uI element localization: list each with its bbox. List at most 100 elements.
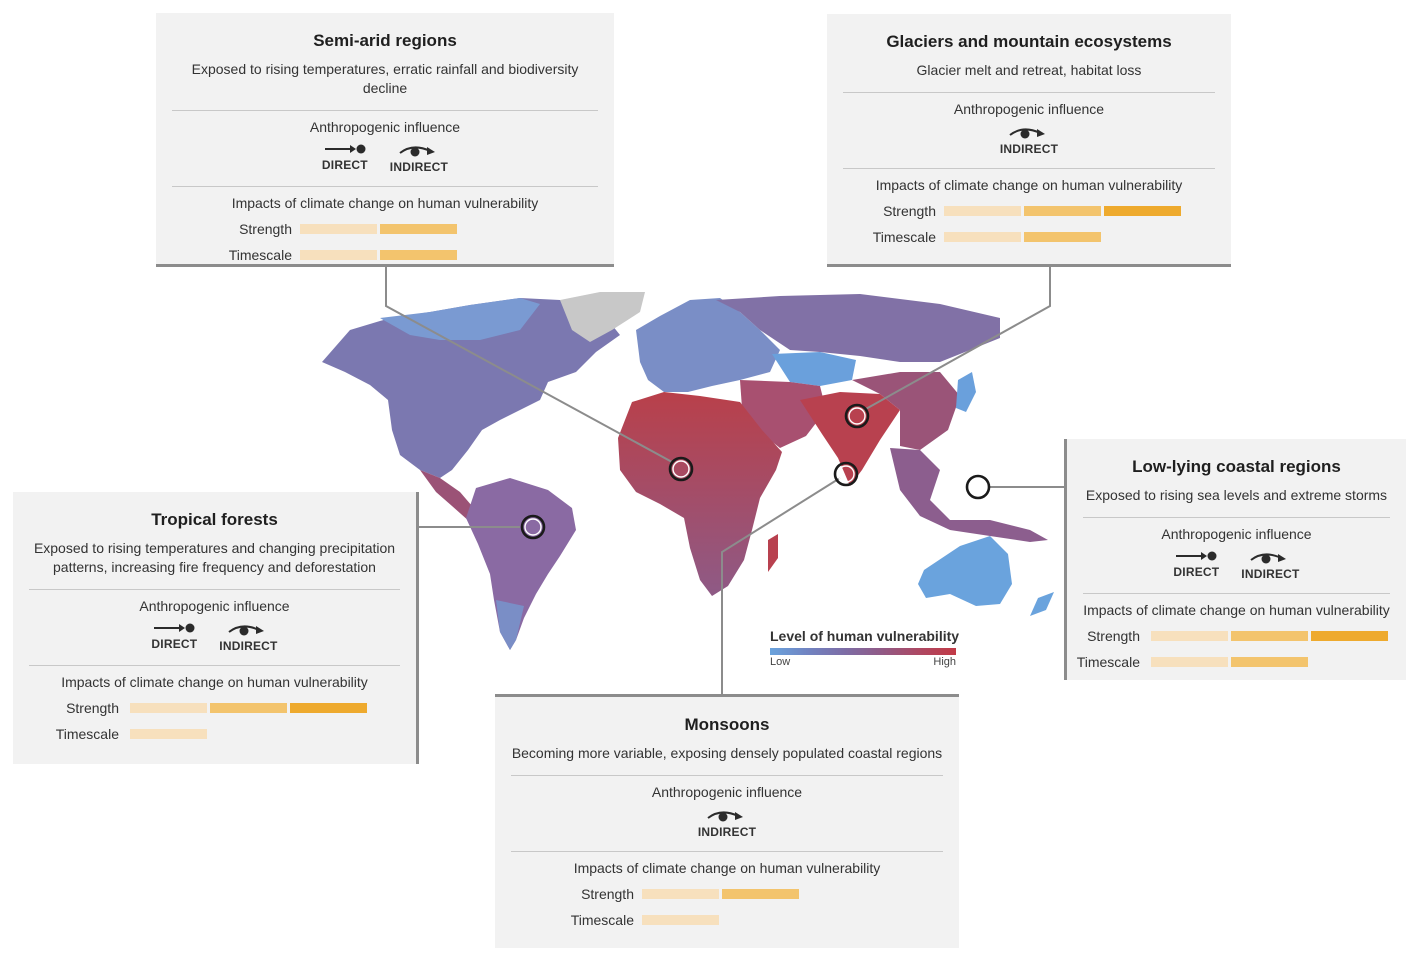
southeast-asia	[890, 448, 1048, 542]
influence-icons: DIRECT INDIRECT	[1067, 550, 1406, 581]
timescale-row-bars	[300, 250, 457, 260]
panel-subtitle: Glacier melt and retreat, habitat loss	[916, 62, 1142, 78]
vulnerability-legend: Level of human vulnerability Low High	[770, 628, 960, 668]
timescale-row-label: Timescale	[570, 912, 634, 928]
timescale-bar-2	[380, 250, 457, 260]
timescale-row-bars	[1151, 657, 1308, 667]
legend-color-scale	[770, 648, 956, 655]
madagascar	[768, 534, 778, 572]
anthropogenic-heading: Anthropogenic influence	[139, 598, 290, 614]
timescale-row-label: Timescale	[55, 726, 119, 742]
timescale-row-bars	[130, 729, 207, 739]
direct-arrow-icon	[1176, 551, 1217, 561]
impacts-heading: Impacts of climate change on human vulne…	[875, 177, 1183, 193]
legend-high-label: High	[933, 656, 956, 668]
timescale-row-label: Timescale	[228, 247, 292, 263]
strength-bar-2	[210, 703, 287, 713]
strength-bar-2	[722, 889, 799, 899]
impact-metrics: Strength Timescale	[156, 221, 614, 263]
panel-subtitle: Exposed to rising temperatures, erratic …	[191, 61, 579, 96]
africa	[618, 392, 782, 596]
strength-bar-1	[130, 703, 207, 713]
strength-bar-2	[1024, 206, 1101, 216]
panel-coastal: Low-lying coastal regions Exposed to ris…	[1064, 439, 1406, 680]
strength-row: Strength	[156, 221, 614, 237]
timescale-bar-1	[1151, 657, 1228, 667]
indirect-influence: INDIRECT	[1241, 550, 1299, 581]
indirect-arrow-icon	[1009, 128, 1045, 139]
timescale-bar-1	[944, 232, 1021, 242]
indirect-influence: INDIRECT	[390, 143, 448, 174]
strength-bar-1	[300, 224, 377, 234]
timescale-row-label: Timescale	[872, 229, 936, 245]
legend-title: Level of human vulnerability	[770, 628, 960, 644]
indirect-arrow-icon	[1250, 553, 1287, 564]
timescale-bar-1	[130, 729, 207, 739]
strength-row-bars	[642, 889, 799, 899]
panel-subtitle: Becoming more variable, exposing densely…	[511, 745, 943, 761]
indirect-arrow-icon	[707, 811, 743, 822]
influence-icons: INDIRECT	[495, 808, 959, 839]
south-asia	[800, 392, 900, 486]
strength-row: Strength	[495, 886, 959, 902]
russia	[716, 294, 1000, 362]
strength-row-label: Strength	[1087, 628, 1140, 644]
leader-monsoons	[721, 477, 841, 696]
kazakhstan-mongolia	[772, 352, 856, 386]
strength-row: Strength	[827, 203, 1231, 219]
indirect-influence-label: INDIRECT	[389, 160, 449, 174]
strength-row-label: Strength	[581, 886, 634, 902]
marker-semi-arid	[668, 456, 694, 482]
leader-glaciers	[863, 266, 1051, 411]
impacts-heading: Impacts of climate change on human vulne…	[61, 674, 368, 690]
panel-tropical: Tropical forests Exposed to rising tempe…	[13, 492, 419, 764]
marker-tropical	[520, 514, 546, 540]
timescale-row: Timescale	[1067, 654, 1406, 670]
timescale-bar-2	[1024, 232, 1101, 242]
impacts-heading: Impacts of climate change on human vulne…	[573, 860, 881, 876]
panel-glaciers: Glaciers and mountain ecosystems Glacier…	[827, 14, 1231, 267]
impact-metrics: Strength Timescale	[827, 203, 1231, 245]
direct-arrow-icon	[154, 623, 195, 633]
strength-bar-1	[1151, 631, 1228, 641]
australia	[918, 536, 1012, 606]
panel-title: Low-lying coastal regions	[1132, 457, 1341, 476]
panel-subtitle: Exposed to rising sea levels and extreme…	[1085, 487, 1388, 503]
leader-lines	[385, 266, 1064, 696]
central-america	[420, 470, 482, 522]
leader-semi-arid	[385, 266, 673, 463]
canada-north	[380, 298, 540, 340]
china	[852, 372, 960, 450]
indirect-influence: INDIRECT	[698, 808, 756, 839]
direct-influence-label: DIRECT	[321, 158, 368, 172]
south-america	[466, 478, 576, 650]
marker-glaciers	[844, 403, 870, 429]
indirect-influence-label: INDIRECT	[999, 142, 1059, 156]
influence-icons: INDIRECT	[827, 125, 1231, 156]
strength-row-label: Strength	[239, 221, 292, 237]
panel-semi-arid: Semi-arid regions Exposed to rising temp…	[156, 13, 614, 267]
marker-coastal	[965, 474, 991, 500]
panel-title: Monsoons	[684, 715, 770, 734]
anthropogenic-heading: Anthropogenic influence	[953, 101, 1105, 117]
strength-row-bars	[944, 206, 1181, 216]
timescale-row-bars	[944, 232, 1101, 242]
impacts-heading: Impacts of climate change on human vulne…	[231, 195, 539, 211]
indirect-influence-label: INDIRECT	[1241, 567, 1300, 581]
anthropogenic-heading: Anthropogenic influence	[309, 119, 461, 135]
marker-monsoons	[833, 461, 859, 487]
timescale-row: Timescale	[156, 247, 614, 263]
timescale-row: Timescale	[13, 726, 416, 742]
strength-bar-2	[1231, 631, 1308, 641]
influence-icons: DIRECT INDIRECT	[156, 143, 614, 174]
timescale-bar-2	[1231, 657, 1308, 667]
timescale-bar-1	[642, 915, 719, 925]
panel-title: Semi-arid regions	[313, 31, 457, 50]
indirect-influence-label: INDIRECT	[219, 639, 278, 653]
direct-influence-label: DIRECT	[151, 637, 198, 651]
strength-row: Strength	[1067, 628, 1406, 644]
south-america-south	[496, 600, 524, 650]
strength-row-label: Strength	[883, 203, 936, 219]
greenland	[560, 292, 645, 342]
timescale-row-bars	[642, 915, 719, 925]
